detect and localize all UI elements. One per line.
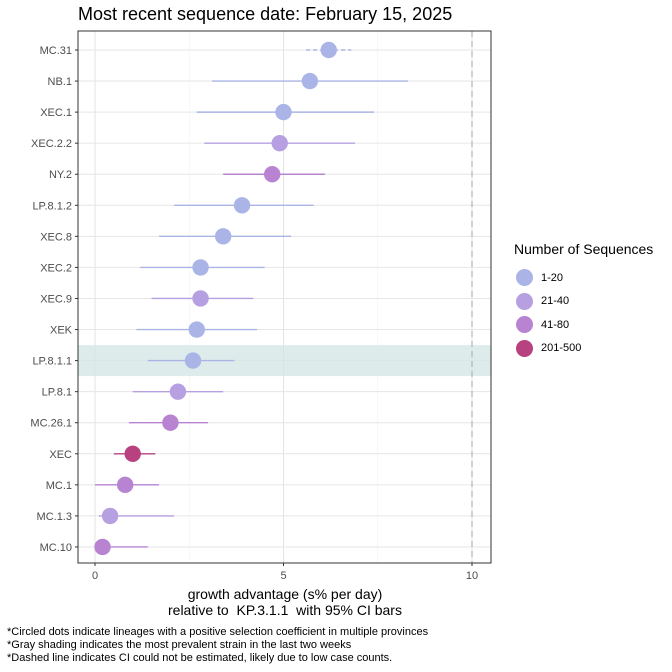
- y-tick-label: MC.10: [40, 542, 72, 554]
- legend-swatch: [516, 316, 533, 334]
- point: [271, 134, 288, 152]
- growth-advantage-chart: MC.31 NB.1 XEC.1 XEC.2.2 NY.2 LP.8.1.2 XEC.8 XE…: [30, 30, 492, 582]
- y-tick-label: LP.8.1: [42, 387, 72, 399]
- x-axis-title-line2: relative to KP.3.1.1 with 95% CI bars: [168, 602, 402, 618]
- y-tick-label: XEC: [49, 449, 72, 461]
- y-tick-label: LP.8.1.2: [32, 200, 72, 212]
- legend-item-201-500: 201-500: [514, 337, 653, 361]
- point: [101, 507, 119, 525]
- y-tick-label: MC.26.1: [30, 418, 72, 430]
- y-tick-label: MC.31: [40, 45, 72, 57]
- footnote-circled-dots: *Circled dots indicate lineages with a p…: [7, 626, 429, 638]
- chart-title: Most recent sequence date: February 15, …: [78, 4, 453, 24]
- x-tick-label: 5: [280, 570, 286, 582]
- point: [169, 383, 187, 400]
- point: [214, 228, 232, 245]
- point: [94, 538, 111, 556]
- legend-item-1-20: 1-20: [514, 266, 653, 290]
- x-axis-title-line1: growth advantage (s% per day): [187, 586, 383, 602]
- point: [162, 414, 179, 431]
- footnote-gray-shading: *Gray shading indicates the most prevale…: [7, 639, 352, 651]
- plot-border: [77, 30, 492, 564]
- point: [192, 259, 209, 276]
- x-tick-label: 0: [92, 570, 98, 582]
- y-tick-label: XEC.1: [40, 107, 72, 119]
- point: [275, 103, 292, 121]
- x-axis-title: growth advantage (s% per day) relative t…: [78, 586, 492, 618]
- legend-swatch: [516, 339, 533, 357]
- y-tick-label: XEC.9: [40, 293, 72, 305]
- y-tick-label: XEK: [50, 325, 73, 337]
- legend-item-21-40: 21-40: [514, 290, 653, 314]
- point: [116, 476, 134, 494]
- y-tick-label: XEC.2.2: [31, 138, 72, 150]
- x-tick-label: 10: [466, 570, 478, 582]
- legend-item-41-80: 41-80: [514, 313, 653, 337]
- y-tick-label: MC.1: [46, 480, 72, 492]
- footnotes: *Circled dots indicate lineages with a p…: [7, 626, 428, 665]
- y-tick-label: NB.1: [48, 76, 72, 88]
- point: [301, 72, 319, 90]
- point: [184, 352, 202, 369]
- highlight-band: [78, 345, 491, 377]
- legend-label: 41-80: [541, 318, 570, 331]
- point: [233, 197, 251, 214]
- legend: Number of Sequences 1-20 21-40 41-80 201…: [514, 241, 653, 360]
- point: [124, 445, 141, 462]
- legend-label: 1-20: [541, 271, 564, 284]
- y-tick-label: LP.8.1.1: [32, 356, 72, 368]
- y-tick-label: XEC.2: [40, 262, 72, 274]
- y-tick-label: XEC.8: [40, 231, 72, 243]
- legend-label: 21-40: [541, 295, 570, 308]
- legend-title: Number of Sequences: [514, 241, 654, 257]
- y-tick-label: MC.1.3: [37, 511, 72, 523]
- point: [192, 290, 209, 307]
- point: [320, 41, 337, 59]
- point: [263, 166, 281, 183]
- point: [188, 321, 205, 338]
- y-tick-label: NY.2: [49, 169, 72, 181]
- footnote-dashed-line: *Dashed line indicates CI could not be e…: [7, 652, 393, 664]
- legend-swatch: [516, 269, 533, 287]
- legend-swatch: [516, 292, 533, 310]
- legend-label: 201-500: [541, 342, 582, 355]
